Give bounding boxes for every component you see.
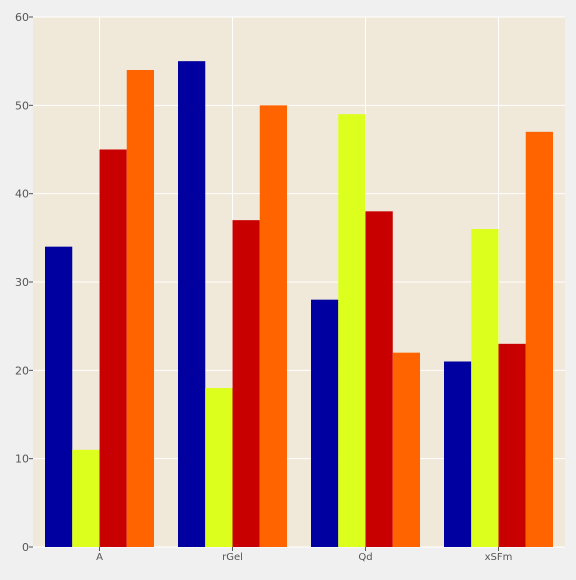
y-tick-label: 50 — [15, 99, 29, 112]
bar-A-series-2 — [72, 449, 100, 547]
x-tick-label: Qd — [358, 552, 372, 563]
bar-Qd-series-3 — [365, 211, 393, 548]
y-tick-label: 60 — [15, 11, 29, 24]
bars — [45, 61, 553, 548]
y-tick-label: 20 — [15, 364, 29, 377]
x-tick-label: rGel — [222, 552, 243, 563]
y-tick-label: 40 — [15, 188, 29, 201]
bar-Qd-series-4 — [392, 352, 420, 547]
x-tick-label: A — [96, 552, 103, 563]
bar-rGel-series-3 — [232, 220, 260, 547]
bar-Qd-series-2 — [338, 114, 366, 548]
y-tick-label: 30 — [15, 276, 29, 289]
bar-xSFm-series-3 — [498, 343, 526, 547]
bar-rGel-series-2 — [205, 388, 233, 547]
bar-rGel-series-4 — [259, 105, 287, 547]
bar-xSFm-series-2 — [471, 229, 499, 547]
bar-A-series-1 — [45, 246, 73, 547]
bar-xSFm-series-1 — [444, 361, 472, 547]
y-tick-label: 0 — [22, 541, 29, 554]
bar-A-series-3 — [99, 149, 127, 547]
bar-rGel-series-1 — [178, 61, 206, 548]
bar-A-series-4 — [126, 70, 154, 547]
y-tick-label: 10 — [15, 453, 29, 466]
bar-xSFm-series-4 — [525, 131, 553, 548]
x-tick-label: xSFm — [485, 552, 513, 563]
y-axis-ticks: 0 10 20 30 40 50 60 — [15, 11, 33, 554]
bar-Qd-series-1 — [311, 299, 339, 547]
